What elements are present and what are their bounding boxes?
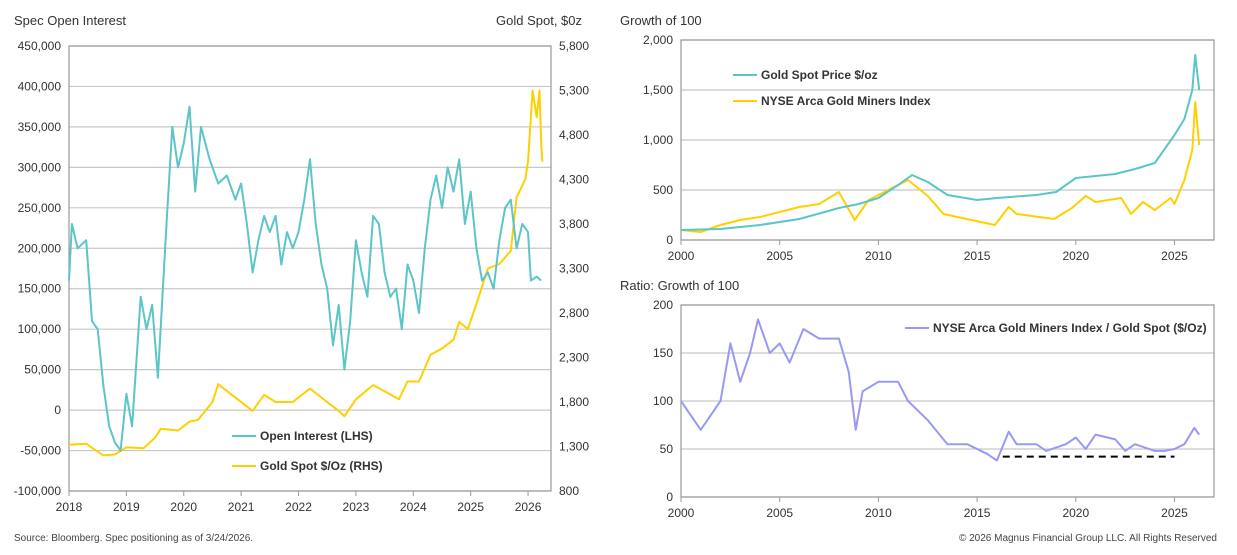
- y-tick-label: 1,000: [643, 133, 673, 147]
- y-right-tick-label: 800: [559, 484, 579, 498]
- x-tick-label: 2020: [1062, 506, 1089, 520]
- x-tick-label: 2005: [766, 249, 793, 263]
- y-tick-label: 0: [666, 490, 673, 504]
- y-tick-label: 150: [653, 346, 673, 360]
- y-tick-label: 200: [653, 298, 673, 312]
- y-tick-label: 450,000: [18, 39, 62, 53]
- x-tick-label: 2015: [964, 249, 991, 263]
- left-axis-title: Spec Open Interest: [14, 13, 126, 28]
- series-line-0: [680, 318, 1201, 462]
- x-tick-label: 2005: [766, 506, 793, 520]
- y-right-tick-label: 4,300: [559, 173, 589, 187]
- y-tick-label: 500: [653, 183, 673, 197]
- x-tick-label: 2019: [113, 500, 140, 514]
- y-right-tick-label: 2,800: [559, 306, 589, 320]
- y-right-tick-label: 1,300: [559, 440, 589, 454]
- x-tick-label: 2015: [964, 506, 991, 520]
- y-tick-label: 250,000: [18, 201, 62, 215]
- x-tick-label: 2025: [1161, 249, 1188, 263]
- x-tick-label: 2022: [285, 500, 312, 514]
- open-interest-chart: -100,000 -50,000 0 50,000 100,000 150,000 200,…: [14, 39, 590, 514]
- y-right-tick-label: 2,300: [559, 351, 589, 365]
- legend-label: Gold Spot Price $/oz: [761, 68, 878, 82]
- ratio-chart: 0 50 100 150 200 2000 2005 2010 2015 2020 2025 NYSE…: [653, 298, 1215, 520]
- legend-label: NYSE Arca Gold Miners Index / Gold Spot …: [933, 321, 1207, 335]
- x-tick-label: 2018: [56, 500, 83, 514]
- y-right-tick-label: 5,800: [559, 39, 589, 53]
- ratio-chart-title: Ratio: Growth of 100: [620, 278, 739, 293]
- right-axis-title: Gold Spot, $0z: [496, 13, 582, 28]
- x-tick-label: 2010: [865, 249, 892, 263]
- y-tick-label: 350,000: [18, 120, 62, 134]
- series-line-0: [68, 105, 542, 452]
- plot-frame: [680, 39, 1215, 241]
- x-tick-label: 2025: [1161, 506, 1188, 520]
- y-tick-label: 50,000: [24, 363, 61, 377]
- series-line-1: [68, 89, 544, 457]
- x-tick-label: 2025: [457, 500, 484, 514]
- source-note: Source: Bloomberg. Spec positioning as o…: [14, 533, 254, 544]
- y-tick-label: -100,000: [14, 484, 62, 498]
- plot-frame: [68, 45, 552, 492]
- legend-label: Gold Spot $/Oz (RHS): [260, 459, 383, 473]
- y-tick-label: 0: [666, 233, 673, 247]
- x-tick-label: 2024: [400, 500, 427, 514]
- growth-chart: 0 500 1,000 1,500 2,000 2000 2005 2010 2015 2020 2…: [643, 33, 1215, 263]
- series-line-0: [680, 54, 1201, 231]
- growth-chart-title: Growth of 100: [620, 13, 702, 28]
- y-tick-label: 0: [54, 403, 61, 417]
- y-tick-label: 100,000: [18, 322, 62, 336]
- copyright: © 2026 Magnus Financial Group LLC. All R…: [958, 533, 1217, 544]
- y-tick-label: 100: [653, 394, 673, 408]
- y-right-tick-label: 3,300: [559, 262, 589, 276]
- x-tick-label: 2023: [343, 500, 370, 514]
- y-tick-label: 50: [660, 442, 674, 456]
- y-tick-label: 1,500: [643, 83, 673, 97]
- y-tick-label: 200,000: [18, 241, 62, 255]
- x-tick-label: 2021: [228, 500, 255, 514]
- x-tick-label: 2010: [865, 506, 892, 520]
- y-right-tick-label: 5,300: [559, 84, 589, 98]
- y-right-tick-label: 3,800: [559, 217, 589, 231]
- legend-label: NYSE Arca Gold Miners Index: [761, 94, 931, 108]
- y-tick-label: 150,000: [18, 282, 62, 296]
- y-right-tick-label: 1,800: [559, 395, 589, 409]
- x-tick-label: 2020: [1062, 249, 1089, 263]
- legend-label: Open Interest (LHS): [260, 429, 373, 443]
- x-tick-label: 2000: [668, 506, 695, 520]
- x-tick-label: 2020: [170, 500, 197, 514]
- y-right-tick-label: 4,800: [559, 128, 589, 142]
- y-tick-label: 2,000: [643, 33, 673, 47]
- y-tick-label: 400,000: [18, 79, 62, 93]
- x-tick-label: 2026: [515, 500, 542, 514]
- x-tick-label: 2000: [668, 249, 695, 263]
- series-line-1: [680, 101, 1201, 233]
- y-tick-label: -50,000: [20, 444, 61, 458]
- y-tick-label: 300,000: [18, 160, 62, 174]
